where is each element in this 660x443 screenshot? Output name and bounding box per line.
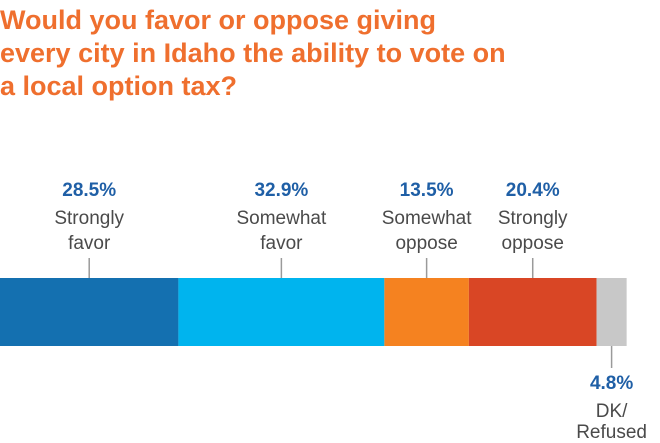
value-label-2: 32.9% xyxy=(254,180,308,201)
category-label-1-line-1: Strongly xyxy=(54,208,124,229)
category-label-4-line-1: Strongly xyxy=(498,208,568,229)
chart-title: Would you favor or oppose giving every c… xyxy=(0,5,506,101)
bar-segment-1 xyxy=(0,278,179,346)
value-label-4: 20.4% xyxy=(506,180,560,201)
bar-segment-5 xyxy=(596,278,627,346)
bar-segment-3 xyxy=(384,278,469,346)
value-label-5: 4.8% xyxy=(590,373,633,394)
category-label-2-line-2: favor xyxy=(260,233,303,254)
category-label-2-line-1: Somewhat xyxy=(236,208,326,229)
bar-segment-2 xyxy=(178,278,385,346)
category-label-5-line-1: DK/ xyxy=(596,401,628,422)
category-label-3-line-1: Somewhat xyxy=(382,208,472,229)
category-label-3-line-2: oppose xyxy=(395,233,457,254)
value-label-1: 28.5% xyxy=(62,180,116,201)
bar-segment-4 xyxy=(468,278,597,346)
category-label-1-line-2: favor xyxy=(68,233,111,254)
category-label-5-line-2: Refused xyxy=(576,422,647,443)
value-label-3: 13.5% xyxy=(400,180,454,201)
category-label-4-line-2: oppose xyxy=(502,233,564,254)
